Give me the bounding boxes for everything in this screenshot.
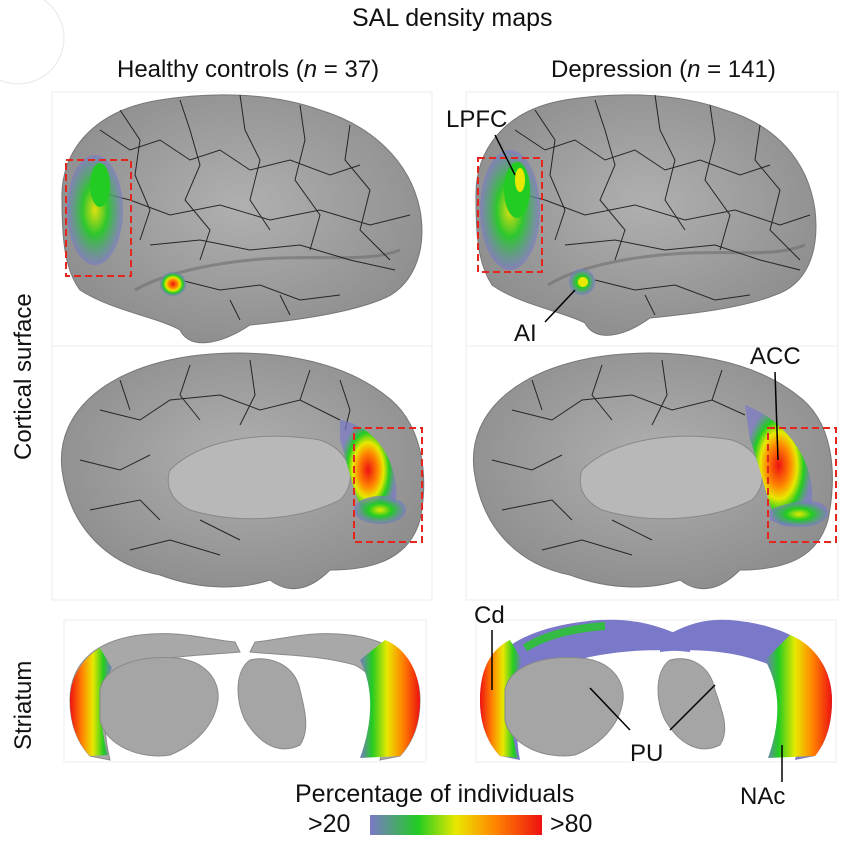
label-nac: NAc: [740, 783, 786, 810]
roi-box-acc-hc: [353, 427, 423, 543]
roi-box-lpfc-dep: [477, 157, 543, 273]
column-title-dep-pre: Depression (: [551, 56, 688, 83]
label-acc: ACC: [750, 343, 801, 370]
brain-medial-hc: [60, 352, 425, 590]
roi-box-acc-dep: [767, 427, 837, 543]
column-title-dep: Depression (n = 141): [551, 58, 776, 82]
column-title-dep-post: = 141): [700, 56, 776, 83]
label-lpfc: LPFC: [446, 106, 508, 133]
striatum-hc: [69, 633, 421, 761]
leader-pu-left: [589, 687, 631, 731]
leader-acc: [774, 371, 779, 461]
column-title-hc-n: n: [303, 56, 318, 83]
column-title-hc-post: = 37): [317, 56, 380, 83]
legend-min-label: >20: [308, 810, 351, 838]
legend-title: Percentage of individuals: [295, 780, 575, 808]
column-title-hc: Healthy controls (n = 37): [117, 58, 379, 82]
legend-colorbar: [370, 815, 542, 835]
label-cd: Cd: [474, 602, 505, 629]
corner-decor: [0, 0, 65, 85]
legend-max-label: >80: [550, 810, 593, 838]
brain-lateral-dep: [475, 94, 817, 336]
label-ai: AI: [514, 320, 537, 347]
brain-medial-dep: [472, 352, 833, 590]
leader-pu-right: [669, 684, 716, 731]
row-label-striatum: Striatum: [10, 660, 37, 750]
brain-lateral-hc: [61, 94, 423, 344]
column-title-dep-n: n: [687, 56, 701, 83]
column-title-hc-pre: Healthy controls (: [117, 56, 304, 83]
row-label-cortical: Cortical surface: [10, 293, 37, 460]
leader-lpfc: [494, 134, 516, 176]
label-pu: PU: [630, 740, 664, 767]
figure-title: SAL density maps: [352, 4, 553, 32]
roi-box-lpfc-hc: [65, 159, 132, 277]
leader-ai: [544, 289, 576, 323]
